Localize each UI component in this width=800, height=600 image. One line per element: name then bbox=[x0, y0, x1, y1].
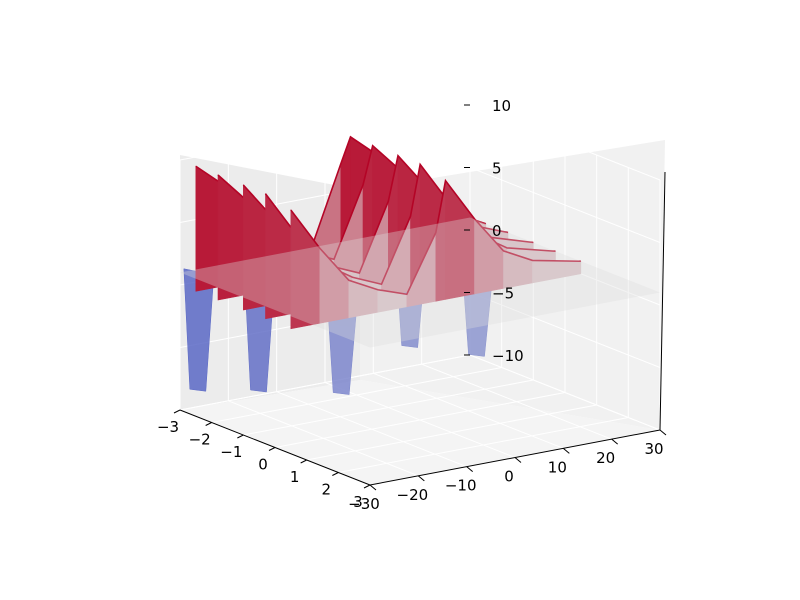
surface-mesh bbox=[180, 135, 660, 395]
y-axis-tick-mark bbox=[514, 457, 522, 463]
y-axis-tick-mark bbox=[659, 429, 667, 436]
z-axis-tick-label: 0 bbox=[492, 222, 502, 240]
z-axis-line bbox=[659, 171, 666, 431]
y-axis-tick-mark bbox=[563, 447, 570, 454]
y-axis-tick-label: −30 bbox=[348, 495, 380, 513]
grid-line-x-floor bbox=[211, 367, 502, 423]
x-axis-tick-mark bbox=[268, 447, 276, 451]
x-axis-tick-label: −1 bbox=[220, 443, 242, 461]
surface-ridge-crest bbox=[290, 178, 581, 296]
x-axis-ticks: −3 −2 −1 0 1 2 3 bbox=[157, 409, 371, 511]
z-axis-tick-label: 10 bbox=[492, 97, 511, 115]
x-axis-tick-mark bbox=[332, 472, 339, 476]
y-axis-tick-label: 10 bbox=[548, 458, 567, 476]
x-axis-tick-mark bbox=[173, 409, 181, 414]
x-axis-tick-label: 0 bbox=[258, 456, 268, 474]
x-axis-tick-label: −3 bbox=[157, 418, 179, 436]
z-axis-tick-label: 5 bbox=[492, 160, 502, 178]
y-axis-tick-mark bbox=[418, 475, 425, 482]
x-axis-tick-label: 1 bbox=[290, 468, 300, 486]
x-axis-tick-label: 3 bbox=[353, 493, 363, 511]
y-axis-tick-mark bbox=[369, 484, 377, 491]
grid-line-x-floor bbox=[338, 417, 629, 473]
x-axis-tick-mark bbox=[205, 422, 212, 426]
y-axis-tick-label: −20 bbox=[397, 486, 429, 504]
y-axis-tick-label: 0 bbox=[504, 468, 514, 486]
x-axis-tick-label: 2 bbox=[322, 481, 332, 499]
y-axis-tick-label: 20 bbox=[596, 449, 615, 467]
z-axis-tick-label: −5 bbox=[492, 285, 514, 303]
x-axis-tick-mark bbox=[363, 484, 371, 489]
z-axis-ticks: −10 −5 0 5 10 bbox=[464, 97, 524, 365]
surface-plateau bbox=[180, 217, 660, 348]
x-axis-tick-label: −2 bbox=[189, 431, 211, 449]
y-axis-ticks: −30 −20 −10 0 10 20 30 bbox=[348, 429, 667, 513]
x-axis-tick-mark bbox=[300, 459, 307, 464]
y-axis-tick-mark bbox=[466, 466, 473, 473]
grid-line-x-floor bbox=[306, 404, 597, 461]
y-axis-tick-mark bbox=[611, 438, 618, 445]
z-axis-tick-label: −10 bbox=[492, 347, 524, 365]
grid-line-x-floor bbox=[274, 392, 566, 448]
x-axis-tick-mark bbox=[237, 434, 244, 439]
grid-line-x-floor bbox=[243, 379, 534, 436]
y-axis-tick-label: −10 bbox=[445, 477, 477, 495]
y-axis-tick-label: 30 bbox=[644, 440, 663, 458]
